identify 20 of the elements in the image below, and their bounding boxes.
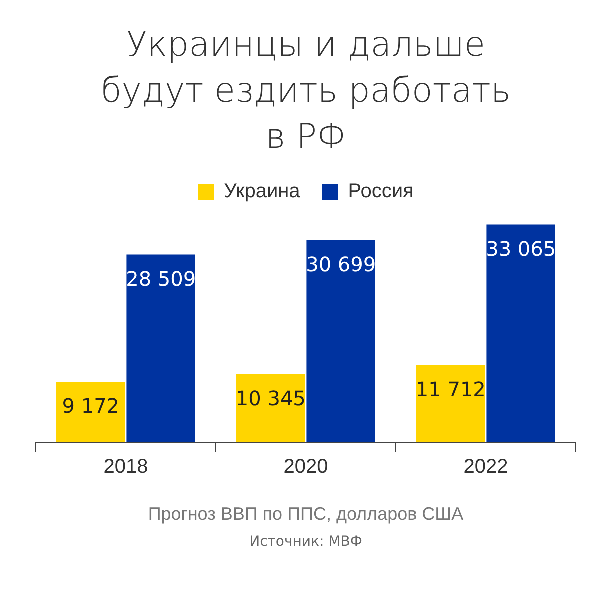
data-label: 11 712 — [416, 378, 486, 402]
data-label: 9 172 — [62, 394, 120, 418]
bar — [56, 382, 126, 442]
data-label: 28 509 — [126, 266, 196, 291]
x-tick-label: 2018 — [104, 456, 148, 478]
x-axis-title: Прогноз ВВП по ППС, долларов США — [148, 504, 464, 524]
x-tick-label: 2022 — [464, 456, 508, 478]
bar — [486, 224, 556, 442]
bar — [236, 374, 306, 442]
x-tick-label: 2020 — [284, 456, 328, 478]
bar — [416, 365, 486, 442]
legend-label: Украина — [224, 180, 302, 203]
bar — [126, 254, 196, 442]
data-label: 30 699 — [306, 252, 376, 277]
legend-label: Россия — [348, 180, 414, 203]
data-label: 10 345 — [236, 386, 306, 411]
bar — [306, 240, 376, 442]
text: Источник: МВФ — [248, 534, 364, 550]
data-label: 33 065 — [486, 236, 556, 261]
chart-title: Украинцы и дальше будут ездить работать в РФ — [100, 24, 512, 159]
